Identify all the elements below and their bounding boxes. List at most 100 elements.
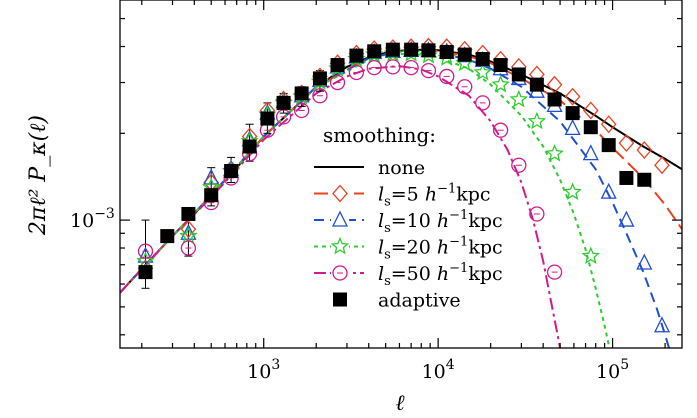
marker-adaptive xyxy=(421,43,436,58)
markers-layer xyxy=(136,37,671,333)
marker-adaptive xyxy=(601,138,616,153)
marker-ls50 xyxy=(475,95,491,111)
marker-ls5 xyxy=(636,141,653,160)
legend-title: smoothing: xyxy=(323,123,436,147)
marker-ls50 xyxy=(385,59,401,75)
marker-ls20 xyxy=(581,246,601,264)
marker-ls50 xyxy=(492,122,509,138)
marker-ls10 xyxy=(618,210,635,227)
marker-ls20 xyxy=(491,74,510,93)
marker-ls10 xyxy=(582,144,599,161)
marker-adaptive xyxy=(457,47,472,62)
marker-adaptive xyxy=(637,172,652,187)
marker-adaptive xyxy=(439,44,454,59)
legend-marker-adaptive xyxy=(333,292,347,307)
marker-ls50 xyxy=(312,88,328,104)
marker-adaptive xyxy=(547,92,562,107)
legend-marker-ls5 xyxy=(332,184,348,203)
x-tick-label: 104 xyxy=(422,357,455,383)
marker-ls10 xyxy=(564,118,581,136)
marker-adaptive xyxy=(224,164,239,179)
curve-ls20 xyxy=(120,52,611,348)
marker-ls5 xyxy=(600,115,617,134)
marker-adaptive xyxy=(493,58,508,73)
y-axis-label: 2πℓ² P_κ(ℓ) xyxy=(26,115,51,236)
marker-adaptive xyxy=(367,44,382,59)
marker-ls5 xyxy=(564,87,581,106)
legend-entry-ls50: ls=50 h−1kpc xyxy=(314,261,503,289)
legend-entry-ls5: ls=5 h−1kpc xyxy=(314,182,491,210)
legend-marker-ls20 xyxy=(330,236,350,255)
y-tick-labels: 10−3 xyxy=(70,206,115,232)
marker-adaptive xyxy=(260,111,275,126)
legend-marker-ls50 xyxy=(332,265,348,281)
legend-label-none: none xyxy=(378,157,425,179)
marker-adaptive xyxy=(511,67,526,82)
legend-marker-ls10 xyxy=(331,210,349,227)
legend-label-adaptive: adaptive xyxy=(378,290,461,312)
marker-ls20 xyxy=(509,89,529,108)
marker-adaptive xyxy=(475,52,490,67)
marker-adaptive xyxy=(619,170,634,185)
marker-ls20 xyxy=(545,144,564,162)
marker-ls10 xyxy=(653,316,671,333)
legend-entry-ls20: ls=20 h−1kpc xyxy=(314,235,503,263)
marker-ls10 xyxy=(203,168,220,185)
marker-ls20 xyxy=(563,182,582,200)
marker-ls20 xyxy=(136,251,155,270)
marker-ls50 xyxy=(439,68,455,85)
marker-adaptive xyxy=(565,106,580,121)
legend-label-ls50: ls=50 h−1kpc xyxy=(378,261,503,289)
marker-ls50 xyxy=(457,79,473,95)
marker-ls50 xyxy=(511,157,527,173)
x-tick-label: 103 xyxy=(247,357,280,383)
marker-adaptive xyxy=(138,265,153,280)
y-tick-label: 10−3 xyxy=(70,206,115,232)
marker-adaptive xyxy=(160,229,175,244)
marker-ls5 xyxy=(180,220,197,239)
marker-ls50 xyxy=(529,206,545,222)
marker-adaptive xyxy=(583,120,598,135)
marker-adaptive xyxy=(529,77,544,92)
marker-ls50 xyxy=(294,102,310,119)
legend-label-ls20: ls=20 h−1kpc xyxy=(378,235,503,263)
marker-ls20 xyxy=(473,62,492,81)
marker-ls50 xyxy=(546,264,563,280)
x-tick-label: 105 xyxy=(596,357,629,383)
marker-adaptive xyxy=(242,139,257,154)
marker-ls50 xyxy=(366,59,382,76)
marker-ls5 xyxy=(618,134,635,153)
marker-adaptive xyxy=(312,71,327,86)
marker-ls10 xyxy=(600,182,617,199)
marker-adaptive xyxy=(276,95,291,110)
legend-entry-adaptive: adaptive xyxy=(333,290,461,312)
marker-ls5 xyxy=(654,156,670,175)
x-axis-label: ℓ xyxy=(395,391,405,416)
legend-entry-none: none xyxy=(314,157,425,179)
marker-ls50 xyxy=(403,59,419,76)
plot-frame xyxy=(119,0,683,349)
marker-ls10 xyxy=(137,246,154,263)
marker-ls50 xyxy=(329,74,346,91)
marker-adaptive xyxy=(385,42,400,57)
marker-adaptive xyxy=(204,188,219,203)
marker-ls20 xyxy=(527,111,547,130)
legend-label-ls10: ls=10 h−1kpc xyxy=(378,208,503,236)
marker-ls10 xyxy=(636,253,653,270)
marker-adaptive xyxy=(404,42,419,57)
legend-label-ls5: ls=5 h−1kpc xyxy=(378,182,491,210)
marker-ls5 xyxy=(582,101,599,120)
marker-adaptive xyxy=(349,48,364,63)
legend-entry-ls10: ls=10 h−1kpc xyxy=(314,208,503,236)
marker-ls20 xyxy=(179,226,198,244)
marker-adaptive xyxy=(181,206,196,221)
marker-ls50 xyxy=(348,64,365,81)
marker-ls50 xyxy=(137,243,154,259)
marker-ls50 xyxy=(275,109,292,125)
curve-ls50 xyxy=(120,65,562,348)
x-tick-labels: 103 104 105 xyxy=(247,357,629,383)
ticks-layer xyxy=(120,0,682,348)
